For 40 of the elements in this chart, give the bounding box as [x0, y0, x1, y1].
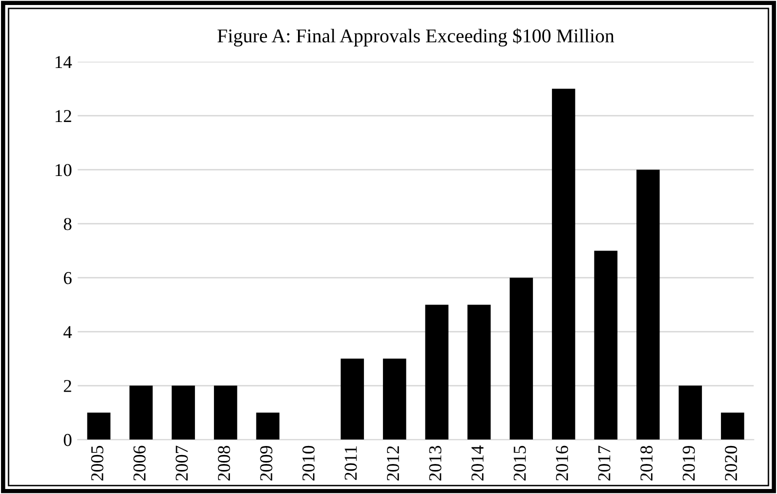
- bar: [340, 358, 364, 440]
- x-tick-label: 2010: [302, 446, 315, 481]
- bar: [720, 412, 744, 440]
- x-tick-label: 2018: [640, 446, 653, 481]
- x-tick-label: 2006: [133, 446, 146, 481]
- bar: [636, 170, 660, 440]
- bar: [467, 304, 491, 440]
- x-tick-label: 2019: [682, 446, 695, 481]
- x-tick-label: 2011: [344, 446, 357, 480]
- y-tick-label: 2: [64, 380, 72, 392]
- y-tick-label: 14: [56, 56, 72, 68]
- bar: [425, 304, 448, 440]
- x-tick-label: 2020: [724, 446, 738, 481]
- bar: [510, 278, 533, 440]
- y-tick-label: 6: [64, 272, 72, 284]
- y-tick-label: 12: [56, 110, 72, 122]
- bar: [256, 412, 280, 440]
- bar: [594, 250, 618, 440]
- bar: [129, 386, 153, 440]
- bar: [87, 412, 110, 440]
- bar: [382, 358, 406, 440]
- y-tick-label: 0: [64, 434, 72, 446]
- x-tick-label: 2009: [260, 446, 272, 481]
- x-tick-label: 2017: [598, 446, 610, 481]
- bar: [214, 386, 238, 440]
- x-tick-label: 2016: [556, 446, 568, 481]
- bar: [552, 88, 576, 440]
- x-tick-label: 2014: [471, 446, 484, 481]
- x-tick-label: 2015: [514, 446, 526, 481]
- x-tick-label: 2013: [429, 446, 442, 481]
- x-tick-label: 2005: [91, 446, 104, 481]
- x-tick-label: 2007: [176, 446, 188, 481]
- y-tick-label: 8: [64, 218, 72, 230]
- y-tick-label: 4: [63, 326, 72, 338]
- x-tick-label: 2008: [218, 446, 230, 481]
- bar: [678, 386, 702, 440]
- y-tick-label: 10: [56, 164, 72, 176]
- x-tick-label: 2012: [386, 446, 400, 481]
- chart-title: Figure A: Final Approvals Exceeding $100 Million: [218, 28, 614, 46]
- bar: [172, 386, 195, 440]
